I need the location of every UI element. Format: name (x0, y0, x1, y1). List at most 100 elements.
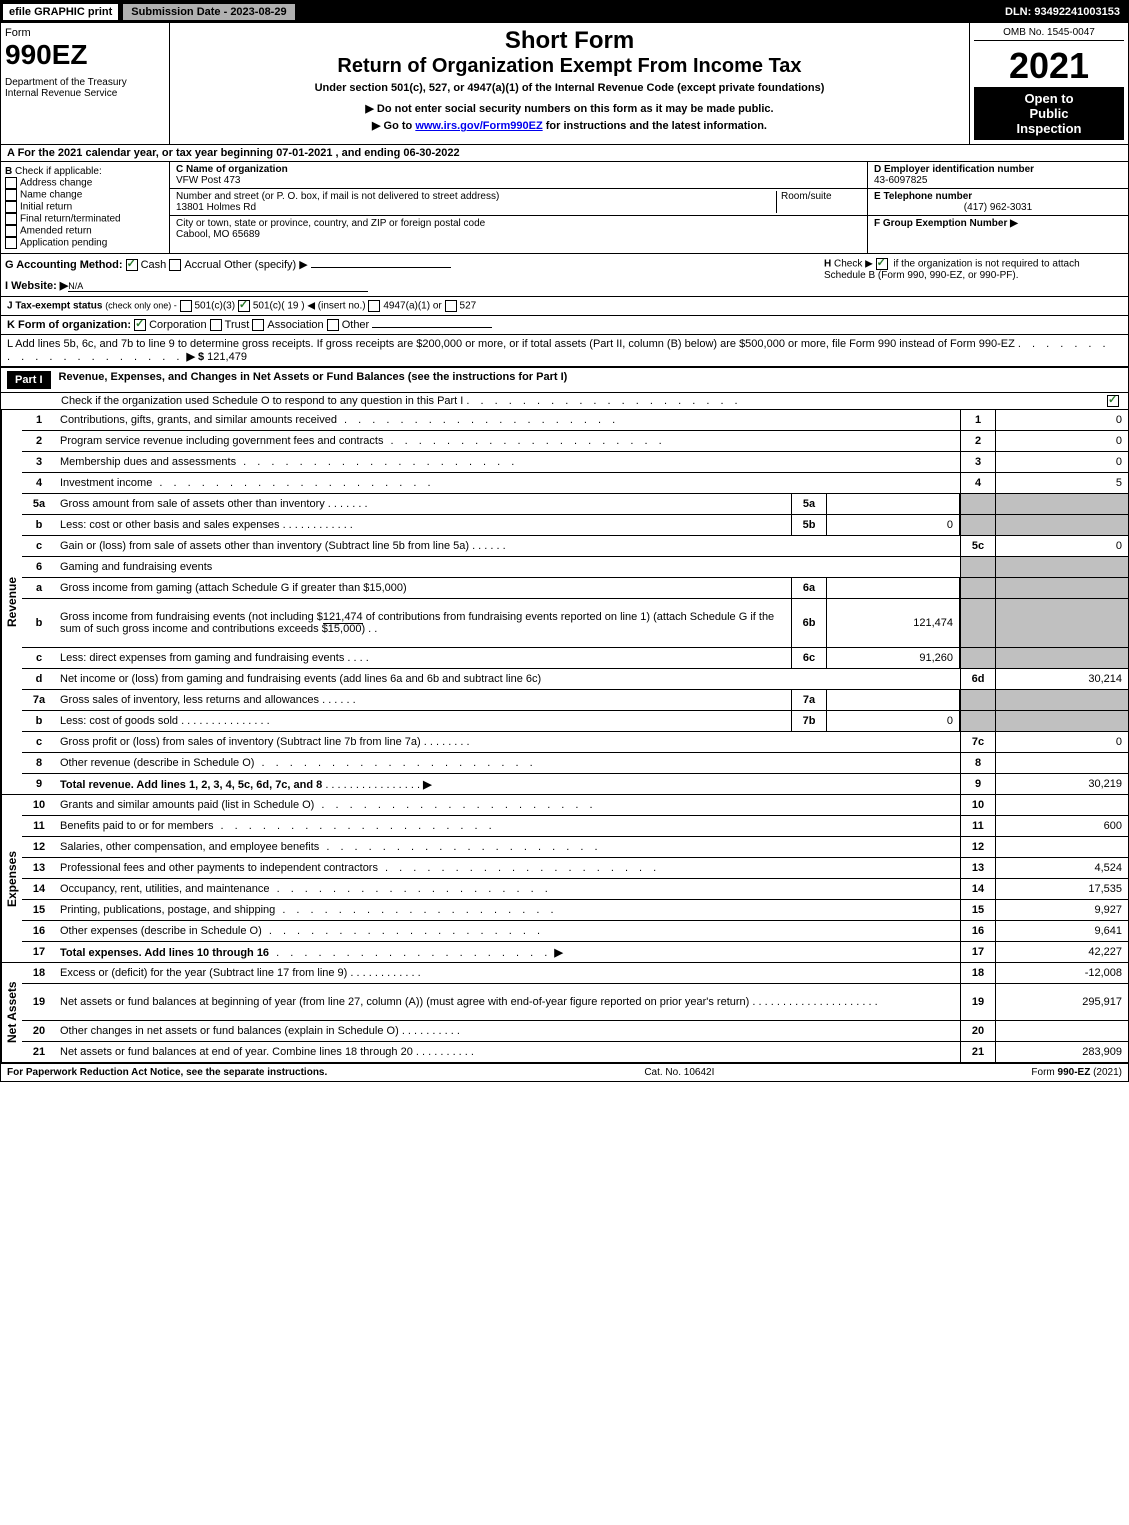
accrual-checkbox[interactable] (169, 259, 181, 271)
amended-return-checkbox[interactable] (5, 225, 17, 237)
association-label: Association (267, 319, 323, 331)
org-name: VFW Post 473 (176, 175, 240, 186)
submission-date: Submission Date - 2023-08-29 (122, 3, 295, 21)
section-l-arrow: ▶ $ (186, 351, 204, 363)
paperwork-notice: For Paperwork Reduction Act Notice, see … (7, 1067, 327, 1078)
line-5c-desc: Gain or (loss) from sale of assets other… (60, 540, 469, 552)
other-method-label: Other (specify) ▶ (224, 259, 308, 271)
line-13-box: 13 (960, 858, 995, 878)
phone-value: (417) 962-3031 (874, 202, 1122, 213)
line-5b-desc: Less: cost or other basis and sales expe… (60, 519, 280, 531)
line-7a-sub: 7a (791, 690, 826, 710)
line-7c-box: 7c (960, 732, 995, 752)
address-change-label: Address change (20, 178, 92, 189)
line-1-box: 1 (960, 410, 995, 430)
line-16-desc: Other expenses (describe in Schedule O) (60, 925, 262, 937)
irs-link[interactable]: www.irs.gov/Form990EZ (415, 120, 542, 132)
501c-checkbox[interactable] (238, 300, 250, 312)
line-9-desc: Total revenue. Add lines 1, 2, 3, 4, 5c,… (60, 779, 322, 791)
name-change-checkbox[interactable] (5, 189, 17, 201)
top-bar: efile GRAPHIC print Submission Date - 20… (1, 1, 1128, 23)
final-return-checkbox[interactable] (5, 213, 17, 225)
line-10-amt (995, 795, 1128, 815)
line-21-box: 21 (960, 1042, 995, 1062)
inspection-label: Inspection (978, 121, 1120, 136)
line-17-arrow: ▶ (554, 947, 562, 959)
line-20-amt (995, 1021, 1128, 1041)
line-17-amt: 42,227 (995, 942, 1128, 962)
line-17-box: 17 (960, 942, 995, 962)
line-9-arrow: ▶ (423, 779, 431, 791)
section-b: B Check if applicable: Address change Na… (1, 162, 170, 253)
line-18-amt: -12,008 (995, 963, 1128, 983)
omb-number: OMB No. 1545-0047 (974, 27, 1124, 41)
501c3-checkbox[interactable] (180, 300, 192, 312)
initial-return-checkbox[interactable] (5, 201, 17, 213)
cash-checkbox[interactable] (126, 259, 138, 271)
schedule-o-text: Check if the organization used Schedule … (61, 395, 463, 407)
address-change-checkbox[interactable] (5, 177, 17, 189)
527-checkbox[interactable] (445, 300, 457, 312)
trust-checkbox[interactable] (210, 319, 222, 331)
corporation-checkbox[interactable] (134, 319, 146, 331)
tax-year: 2021 (974, 45, 1124, 87)
revenue-section: Revenue 1Contributions, gifts, grants, a… (1, 410, 1128, 795)
line-11-desc: Benefits paid to or for members (60, 820, 213, 832)
line-1-amt: 0 (995, 410, 1128, 430)
line-7c-amt: 0 (995, 732, 1128, 752)
schedule-o-checkbox[interactable] (1107, 395, 1119, 407)
website-value: N/A (68, 281, 368, 292)
form-number: 990EZ (5, 39, 165, 71)
ein-value: 43-6097825 (874, 175, 927, 186)
app-pending-label: Application pending (20, 238, 107, 249)
dept-treasury: Department of the Treasury (5, 77, 165, 88)
section-def: D Employer identification number 43-6097… (868, 162, 1128, 253)
name-change-label: Name change (20, 190, 82, 201)
line-19-desc: Net assets or fund balances at beginning… (60, 996, 749, 1008)
line-5b-sub: 5b (791, 515, 826, 535)
line-6d-box: 6d (960, 669, 995, 689)
line-5a-sub: 5a (791, 494, 826, 514)
line-2-amt: 0 (995, 431, 1128, 451)
accrual-label: Accrual (184, 259, 221, 271)
section-j: J Tax-exempt status (check only one) - 5… (1, 297, 1128, 316)
line-7a-subamt (826, 690, 960, 710)
4947-label: 4947(a)(1) or (383, 301, 441, 312)
form-name-footer: Form 990-EZ (2021) (1031, 1067, 1122, 1078)
line-9-box: 9 (960, 774, 995, 794)
part-1-title: Revenue, Expenses, and Changes in Net As… (51, 371, 568, 389)
line-6d-desc: Net income or (loss) from gaming and fun… (60, 673, 541, 685)
room-label: Room/suite (781, 191, 832, 202)
line-11-amt: 600 (995, 816, 1128, 836)
tax-exempt-tail: (check only one) - (105, 301, 177, 311)
line-21-amt: 283,909 (995, 1042, 1128, 1062)
h-check-text: Check ▶ (834, 259, 873, 270)
line-6b-subamt: 121,474 (826, 599, 960, 647)
cash-label: Cash (141, 259, 167, 271)
line-13-amt: 4,524 (995, 858, 1128, 878)
4947-checkbox[interactable] (368, 300, 380, 312)
line-6c-subamt: 91,260 (826, 648, 960, 668)
line-18-desc: Excess or (deficit) for the year (Subtra… (60, 967, 347, 979)
line-13-desc: Professional fees and other payments to … (60, 862, 378, 874)
line-8-amt (995, 753, 1128, 773)
street-address: 13801 Holmes Rd (176, 202, 256, 213)
line-20-desc: Other changes in net assets or fund bala… (60, 1025, 399, 1037)
association-checkbox[interactable] (252, 319, 264, 331)
section-l: L Add lines 5b, 6c, and 7b to line 9 to … (1, 335, 1128, 368)
corporation-label: Corporation (149, 319, 206, 331)
other-org-checkbox[interactable] (327, 319, 339, 331)
line-16-amt: 9,641 (995, 921, 1128, 941)
efile-print-button[interactable]: efile GRAPHIC print (3, 4, 118, 20)
dln-number: DLN: 93492241003153 (1005, 6, 1126, 18)
line-6d-amt: 30,214 (995, 669, 1128, 689)
line-5c-box: 5c (960, 536, 995, 556)
527-label: 527 (460, 301, 477, 312)
schedule-b-checkbox[interactable] (876, 258, 888, 270)
check-if-label: Check if applicable: (15, 166, 102, 177)
line-6a-sub: 6a (791, 578, 826, 598)
app-pending-checkbox[interactable] (5, 237, 17, 249)
part-1-check-o: Check if the organization used Schedule … (1, 393, 1128, 410)
line-21-desc: Net assets or fund balances at end of ye… (60, 1046, 413, 1058)
section-l-text: L Add lines 5b, 6c, and 7b to line 9 to … (7, 338, 1015, 350)
